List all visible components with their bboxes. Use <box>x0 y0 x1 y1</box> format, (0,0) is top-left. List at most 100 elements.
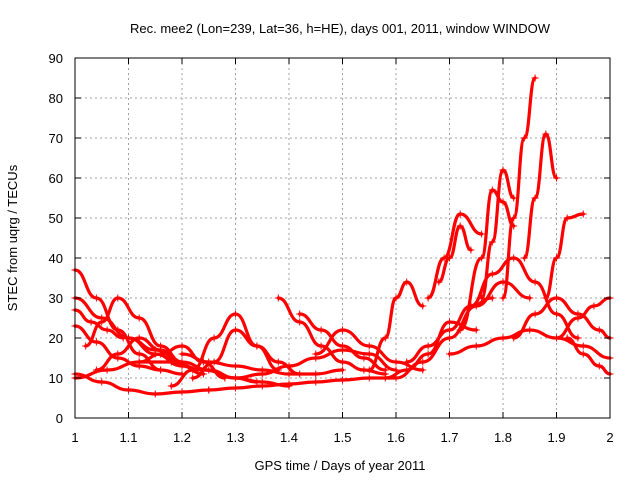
point-arc-32-1 <box>579 350 587 358</box>
point-arc-13-6 <box>339 366 346 374</box>
series-arc-32 <box>565 336 612 376</box>
point-arc-34-2 <box>446 326 453 334</box>
point-arc-13-2 <box>232 362 239 370</box>
point-arc-33-1 <box>488 270 496 278</box>
y-tick-label: 70 <box>49 131 63 146</box>
point-arc-24-1 <box>478 254 486 262</box>
x-tick-label: 1 <box>71 430 78 445</box>
x-tick-label: 1.9 <box>547 430 565 445</box>
point-arc-16-1 <box>317 326 325 334</box>
point-arc-21-0 <box>392 374 400 382</box>
point-arc-22-0 <box>424 294 432 302</box>
y-tick-label: 20 <box>49 331 63 346</box>
point-arc-23-2 <box>456 222 464 230</box>
point-arc-31-0 <box>553 334 560 342</box>
point-arc-30-1 <box>472 342 480 350</box>
point-arc-14-2 <box>317 342 325 350</box>
point-arc-12-4 <box>274 358 282 366</box>
x-tick-label: 1.3 <box>226 430 244 445</box>
point-arc-34-3 <box>467 302 475 310</box>
point-arc-18-1 <box>232 384 239 392</box>
y-tick-label: 40 <box>49 251 63 266</box>
point-arc-10-4 <box>221 374 229 382</box>
gridlines <box>75 58 610 418</box>
point-arc-17-2 <box>365 342 373 350</box>
point-arc-19-2 <box>392 294 400 302</box>
point-arc-27-0 <box>520 254 528 262</box>
point-arc-17-0 <box>312 350 320 358</box>
point-arc-31-1 <box>574 314 582 322</box>
x-axis-label: GPS time / Days of year 2011 <box>255 458 426 473</box>
point-arc-33-4 <box>553 310 560 318</box>
y-tick-label: 80 <box>49 91 63 106</box>
point-arc-06-1 <box>92 338 100 346</box>
point-arc-09-3 <box>205 366 213 374</box>
point-arc-12-3 <box>253 342 261 350</box>
point-arc-16-2 <box>339 342 346 350</box>
point-arc-01-4 <box>178 388 186 396</box>
point-arc-28-2 <box>563 214 571 222</box>
point-arc-27-1 <box>531 194 539 202</box>
series-arc-27 <box>522 132 559 260</box>
x-tick-label: 2 <box>606 430 613 445</box>
series-arc-23 <box>437 224 473 284</box>
point-arc-27-3 <box>553 174 560 182</box>
point-arc-27-2 <box>542 130 550 138</box>
point-arc-30-2 <box>499 334 507 342</box>
point-arc-29-4 <box>595 326 603 334</box>
point-arc-08-0 <box>92 366 100 374</box>
point-arc-03-1 <box>92 294 100 302</box>
point-arc-06-4 <box>157 366 165 374</box>
point-arc-18-5 <box>339 376 346 384</box>
point-arc-26-2 <box>520 134 528 142</box>
series-arc-25 <box>480 168 516 300</box>
y-tick-label: 10 <box>49 371 63 386</box>
point-arc-33-2 <box>510 254 518 262</box>
point-arc-13-5 <box>312 370 320 378</box>
x-tick-label: 1.8 <box>494 430 512 445</box>
point-arc-30-0 <box>446 350 453 358</box>
point-arc-21-5 <box>526 294 534 302</box>
point-arc-33-5 <box>574 334 582 342</box>
point-arc-09-2 <box>178 358 186 366</box>
axis-ticks: 1 1.1 1.2 1.3 1.4 1.5 1.6 1.7 1.8 1.9 201020304050… <box>49 51 614 445</box>
point-arc-02-1 <box>103 366 111 374</box>
y-axis-label: STEC from uqrg / TECUs <box>5 164 20 311</box>
point-arc-10-2 <box>178 342 186 350</box>
point-arc-34-4 <box>488 294 496 302</box>
y-tick-label: 90 <box>49 51 63 66</box>
point-arc-23-1 <box>446 254 453 262</box>
chart-title: Rec. mee2 (Lon=239, Lat=36, h=HE), days … <box>130 21 551 36</box>
point-arc-01-3 <box>151 390 159 398</box>
point-arc-17-3 <box>392 358 400 366</box>
point-arc-14-1 <box>296 318 304 326</box>
series-arc-01 <box>73 372 211 396</box>
point-arc-17-4 <box>419 366 427 374</box>
point-arc-24-2 <box>488 186 496 194</box>
point-arc-20-0 <box>381 374 389 382</box>
point-arc-18-2 <box>258 382 266 390</box>
y-tick-label: 60 <box>49 171 63 186</box>
series-arc-28 <box>544 212 585 300</box>
point-arc-18-6 <box>365 374 373 382</box>
point-arc-30-5 <box>579 342 587 350</box>
point-arc-29-1 <box>531 310 539 318</box>
point-arc-09-0 <box>125 334 132 342</box>
y-tick-label: 0 <box>56 411 63 426</box>
point-arc-22-2 <box>456 210 464 218</box>
point-arc-25-2 <box>499 166 507 174</box>
point-arc-07-3 <box>135 314 143 322</box>
point-arc-26-0 <box>499 294 507 302</box>
point-arc-10-1 <box>157 350 165 358</box>
x-tick-label: 1.1 <box>119 430 137 445</box>
y-tick-label: 30 <box>49 291 63 306</box>
point-arc-16-4 <box>381 366 389 374</box>
point-arc-18-4 <box>312 378 320 386</box>
point-arc-30-3 <box>526 326 534 334</box>
point-arc-11-3 <box>232 310 239 318</box>
point-arc-01-1 <box>98 378 106 386</box>
point-arc-28-3 <box>579 210 587 218</box>
data-series <box>71 74 614 398</box>
point-arc-15-1 <box>258 370 266 378</box>
point-arc-01-2 <box>125 386 132 394</box>
